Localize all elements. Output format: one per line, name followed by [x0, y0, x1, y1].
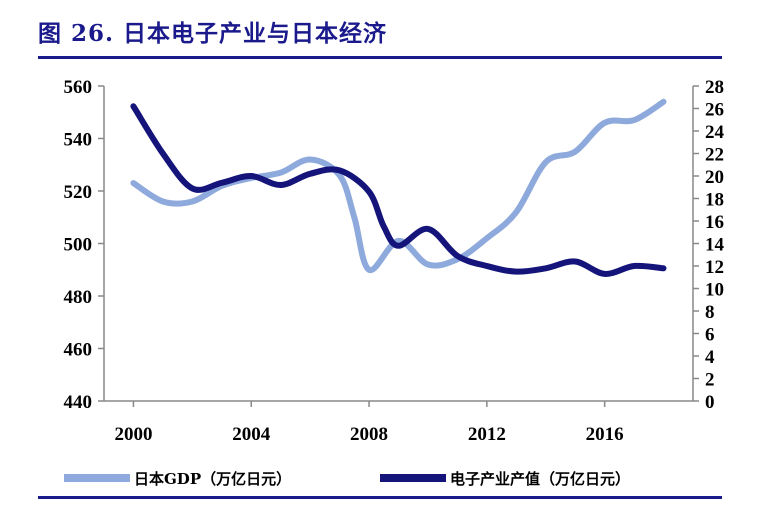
right-y-tick-label: 28	[705, 77, 724, 98]
legend: 日本GDP（万亿日元） 电子产业产值（万亿日元）	[64, 470, 630, 488]
right-y-tick-label: 24	[705, 122, 725, 143]
right-y-tick-label: 22	[705, 145, 724, 166]
title-rule	[38, 56, 722, 59]
left-y-tick-label: 500	[64, 235, 93, 256]
left-y-tick-label: 520	[64, 182, 93, 203]
x-tick-label: 2016	[586, 424, 624, 445]
right-y-tick-label: 10	[705, 280, 724, 301]
right-y-tick-label: 2	[705, 370, 715, 391]
right-y-tick-label: 18	[705, 190, 724, 211]
x-tick-label: 2004	[232, 424, 271, 445]
bottom-rule	[38, 496, 722, 499]
right-y-tick-label: 6	[705, 325, 715, 346]
right-y-tick-label: 8	[705, 302, 715, 323]
x-tick-label: 2008	[350, 424, 388, 445]
legend-label-gdp: 日本GDP（万亿日元）	[134, 470, 291, 488]
right-y-tick-label: 12	[705, 257, 724, 278]
right-y-tick-label: 0	[705, 392, 715, 413]
right-y-tick-label: 4	[705, 347, 715, 368]
x-tick-label: 2000	[114, 424, 152, 445]
right-y-tick-label: 16	[705, 212, 724, 233]
x-tick-label: 2012	[468, 424, 506, 445]
left-y-tick-label: 440	[64, 392, 93, 413]
legend-label-electronics: 电子产业产值（万亿日元）	[450, 470, 630, 488]
figure-title: 图 26. 日本电子产业与日本经济	[38, 20, 388, 47]
left-y-tick-label: 560	[64, 77, 93, 98]
right-y-tick-label: 20	[705, 167, 724, 188]
left-y-tick-label: 460	[64, 340, 93, 361]
right-y-tick-label: 26	[705, 100, 724, 121]
left-y-tick-label: 480	[64, 287, 93, 308]
right-y-tick-label: 14	[705, 235, 725, 256]
series-line-electronics	[130, 103, 667, 277]
left-y-tick-label: 540	[64, 130, 93, 151]
